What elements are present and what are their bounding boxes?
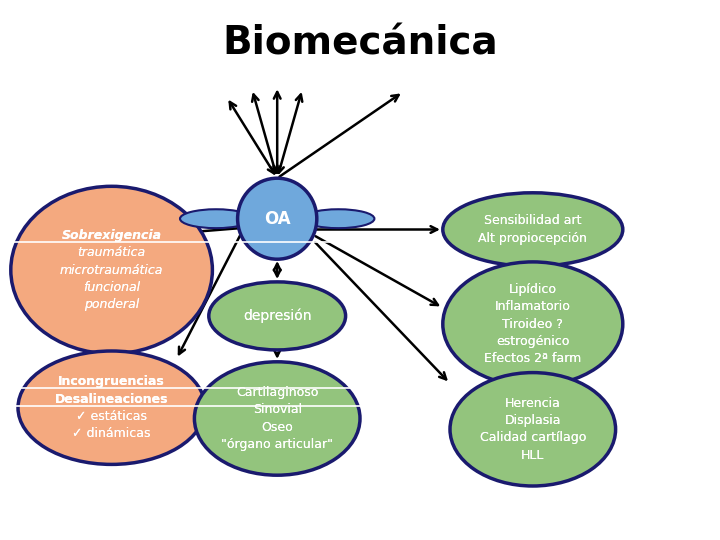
- Text: Sensibilidad art: Sensibilidad art: [484, 214, 582, 227]
- Text: ponderal: ponderal: [84, 298, 139, 311]
- Text: microtraumática: microtraumática: [60, 264, 163, 276]
- Text: funcional: funcional: [83, 281, 140, 294]
- Ellipse shape: [194, 362, 360, 475]
- Ellipse shape: [450, 373, 616, 486]
- Text: depresión: depresión: [243, 309, 312, 323]
- Text: ✓ estáticas: ✓ estáticas: [76, 410, 147, 423]
- Text: Inflamatorio: Inflamatorio: [495, 300, 571, 313]
- Text: estrogénico: estrogénico: [496, 335, 570, 348]
- Text: Alt propiocepción: Alt propiocepción: [478, 232, 588, 245]
- Text: Calidad cartílago: Calidad cartílago: [480, 431, 586, 444]
- Text: ponderal: ponderal: [84, 298, 139, 311]
- Ellipse shape: [209, 282, 346, 350]
- Text: HLL: HLL: [521, 449, 544, 462]
- Text: Sinovial: Sinovial: [253, 403, 302, 416]
- Text: funcional: funcional: [83, 281, 140, 294]
- Text: traumática: traumática: [78, 246, 145, 259]
- Text: ✓ dinámicas: ✓ dinámicas: [72, 427, 151, 440]
- Text: Efectos 2ª farm: Efectos 2ª farm: [484, 352, 582, 365]
- Text: Biomecánica: Biomecánica: [222, 24, 498, 62]
- Ellipse shape: [443, 262, 623, 386]
- Text: Sobrexigencia: Sobrexigencia: [62, 229, 161, 242]
- Ellipse shape: [180, 209, 252, 228]
- Text: Efectos 2ª farm: Efectos 2ª farm: [484, 352, 582, 365]
- Text: traumática: traumática: [78, 246, 145, 259]
- Text: Sensibilidad art: Sensibilidad art: [484, 214, 582, 227]
- Text: Inflamatorio: Inflamatorio: [495, 300, 571, 313]
- Text: Tiroideo ?: Tiroideo ?: [503, 318, 563, 330]
- Text: Sinovial: Sinovial: [253, 403, 302, 416]
- Ellipse shape: [238, 178, 317, 259]
- Text: microtraumática: microtraumática: [60, 264, 163, 276]
- Text: estrogénico: estrogénico: [496, 335, 570, 348]
- Text: Calidad cartílago: Calidad cartílago: [480, 431, 586, 444]
- Ellipse shape: [18, 351, 205, 464]
- Text: Lipídico: Lipídico: [509, 283, 557, 296]
- Text: Desalineaciones: Desalineaciones: [55, 393, 168, 406]
- Text: Oseo: Oseo: [261, 421, 293, 434]
- Text: Desalineaciones: Desalineaciones: [55, 393, 168, 406]
- Text: ✓ estáticas: ✓ estáticas: [76, 410, 147, 423]
- Text: Oseo: Oseo: [261, 421, 293, 434]
- Text: Cartilaginoso: Cartilaginoso: [236, 386, 318, 399]
- Text: OA: OA: [264, 210, 290, 228]
- Text: Alt propiocepción: Alt propiocepción: [478, 232, 588, 245]
- Text: Displasia: Displasia: [505, 414, 561, 427]
- Text: depresión: depresión: [243, 309, 312, 323]
- Ellipse shape: [443, 193, 623, 266]
- Text: Cartilaginoso: Cartilaginoso: [236, 386, 318, 399]
- Text: Incongruencias: Incongruencias: [58, 375, 165, 388]
- Text: Displasia: Displasia: [505, 414, 561, 427]
- Text: Lipídico: Lipídico: [509, 283, 557, 296]
- Text: Herencia: Herencia: [505, 397, 561, 410]
- Text: "órgano articular": "órgano articular": [221, 438, 333, 451]
- Text: Sobrexigencia: Sobrexigencia: [62, 229, 161, 242]
- Text: Herencia: Herencia: [505, 397, 561, 410]
- Ellipse shape: [11, 186, 212, 354]
- Text: HLL: HLL: [521, 449, 544, 462]
- Text: Incongruencias: Incongruencias: [58, 375, 165, 388]
- Text: Tiroideo ?: Tiroideo ?: [503, 318, 563, 330]
- Ellipse shape: [302, 209, 374, 228]
- Text: ✓ dinámicas: ✓ dinámicas: [72, 427, 151, 440]
- Text: "órgano articular": "órgano articular": [221, 438, 333, 451]
